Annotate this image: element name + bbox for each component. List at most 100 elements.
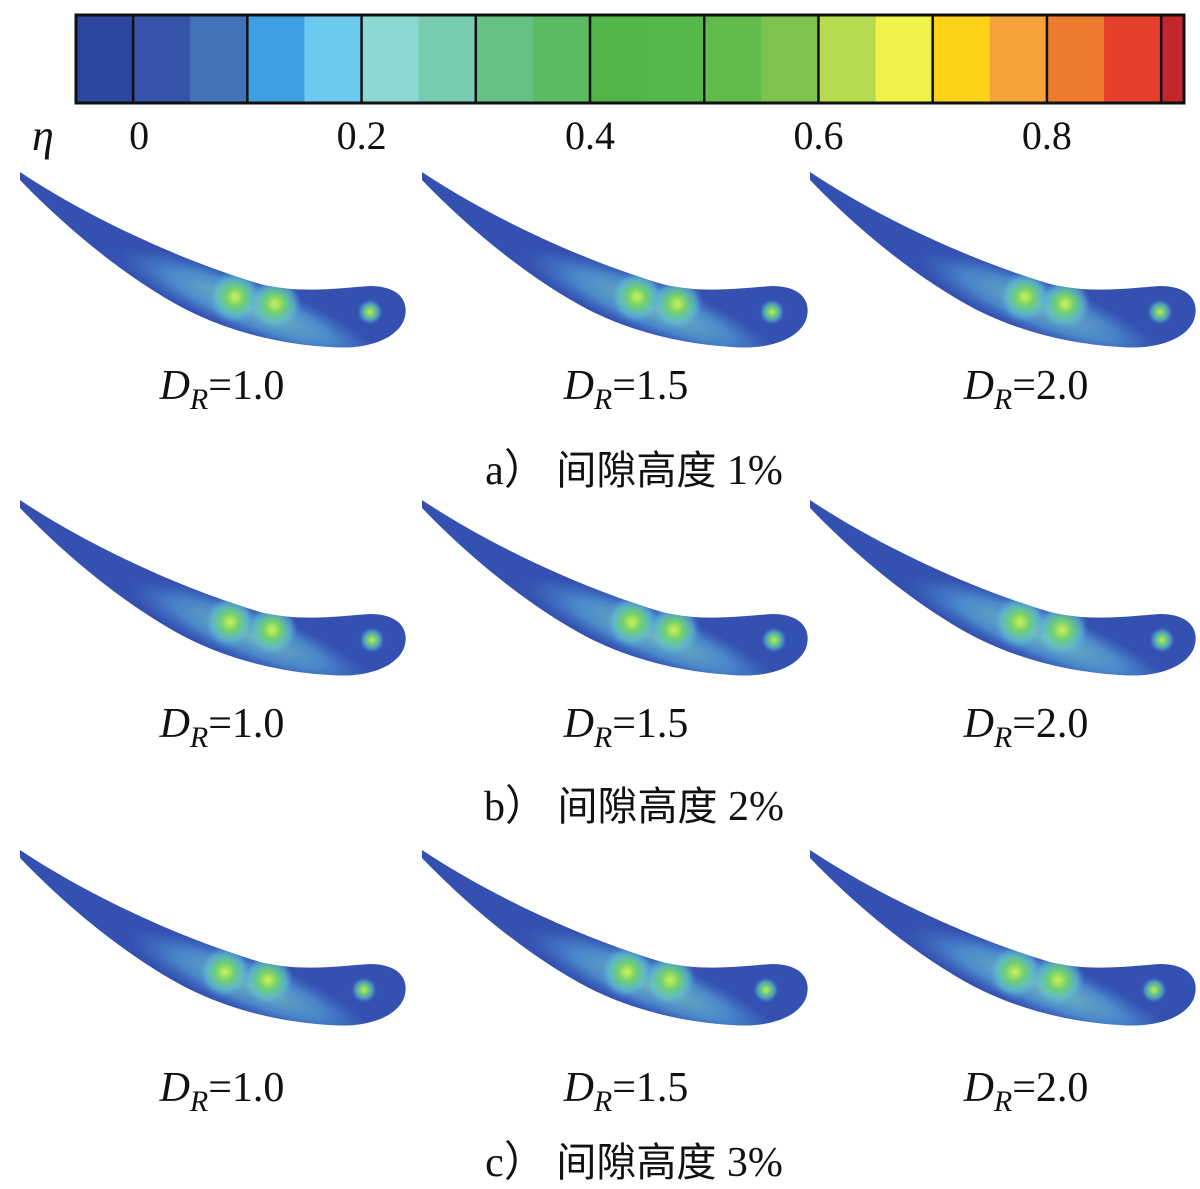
dr-value: =1.0 (208, 1065, 285, 1111)
film-hole-spot (358, 300, 382, 324)
film-hole-spot (754, 978, 778, 1002)
dr-label: DR=1.5 (564, 362, 689, 417)
film-hole-spot (208, 270, 262, 324)
blade-contour (20, 500, 406, 676)
dr-symbol: D (159, 1065, 190, 1111)
film-hole-spot (360, 628, 384, 652)
film-hole-spot (246, 604, 298, 656)
dr-symbol: D (159, 363, 190, 409)
film-hole-spot (248, 277, 302, 331)
dr-subscript: R (993, 721, 1013, 754)
film-hole-spot (1150, 628, 1174, 652)
colorbar-tick-label: 0.8 (1021, 113, 1072, 158)
film-hole-spot (199, 946, 251, 998)
dr-value: =1.5 (612, 1065, 689, 1111)
dr-value: =1.0 (208, 363, 285, 409)
colorbar-tick-label: 0 (129, 113, 150, 158)
caption-value: 2% (728, 784, 785, 830)
film-hole-spot (601, 946, 653, 998)
blade-contour (810, 172, 1196, 348)
caption-text: 间隙高度 (556, 1140, 717, 1186)
colorbar-band (704, 15, 762, 103)
dr-value: =2.0 (1012, 701, 1089, 747)
dr-symbol: D (159, 701, 190, 747)
film-hole-spot (644, 954, 696, 1006)
dr-subscript: R (593, 721, 613, 754)
film-hole-spot (760, 300, 784, 324)
colorbar-band (932, 15, 991, 103)
colorbar-tick-label: 0.4 (565, 113, 616, 158)
film-hole-spot (242, 954, 294, 1006)
colorbar-band (76, 15, 134, 103)
caption-text: 间隙高度 (556, 448, 717, 494)
dr-label: DR=2.0 (964, 700, 1089, 755)
colorbar-band (761, 15, 819, 103)
colorbar-tick-label: 0.2 (336, 113, 387, 158)
colorbar-band (361, 15, 420, 103)
colorbar (74, 13, 1186, 105)
film-hole-spot (606, 596, 658, 648)
blade-contour (20, 850, 406, 1026)
dr-value: =1.0 (208, 701, 285, 747)
film-hole-spot (1148, 300, 1172, 324)
dr-label: DR=1.5 (564, 1064, 689, 1119)
dr-subscript: R (189, 383, 209, 416)
blade-contour (422, 850, 808, 1026)
film-hole-spot (352, 978, 376, 1002)
colorbar-band (532, 15, 591, 103)
film-hole-spot (651, 278, 703, 330)
film-hole-spot (1142, 978, 1166, 1002)
colorbar-band (475, 15, 534, 103)
film-hole-spot (993, 595, 1047, 649)
film-hole-spot (648, 604, 700, 656)
caption-letter: a） (485, 448, 546, 494)
dr-symbol: D (963, 1065, 994, 1111)
dr-label: DR=1.0 (160, 362, 285, 417)
panel-caption: b） 间隙高度 2% (484, 772, 784, 833)
caption-value: 3% (726, 1140, 783, 1186)
film-hole-spot (204, 596, 256, 648)
blade-contour (810, 850, 1196, 1026)
colorbar-band (590, 15, 648, 103)
dr-value: =2.0 (1012, 1065, 1089, 1111)
colorbar-band (875, 15, 934, 103)
colorbar-tick-label: 0.6 (793, 113, 844, 158)
film-hole-spot (1039, 278, 1091, 330)
colorbar-band (304, 15, 363, 103)
caption-letter: b） (483, 784, 548, 830)
colorbar-band (1161, 15, 1185, 103)
dr-label: DR=1.0 (160, 700, 285, 755)
dr-subscript: R (993, 1085, 1013, 1118)
colorbar-band (818, 15, 877, 103)
colorbar-band (133, 15, 191, 103)
panel-caption: c） 间隙高度 3% (485, 1128, 783, 1189)
film-hole-spot (988, 945, 1042, 999)
dr-symbol: D (963, 701, 994, 747)
dr-label: DR=1.5 (564, 700, 689, 755)
dr-label: DR=1.0 (160, 1064, 285, 1119)
dr-subscript: R (593, 383, 613, 416)
film-hole-spot (611, 271, 663, 323)
dr-subscript: R (593, 1085, 613, 1118)
colorbar-band (1046, 15, 1105, 103)
caption-text: 间隙高度 (557, 784, 718, 830)
film-hole-spot (1031, 953, 1085, 1007)
dr-label: DR=2.0 (964, 362, 1089, 417)
dr-value: =1.5 (612, 363, 689, 409)
film-hole-spot (762, 628, 786, 652)
dr-subscript: R (189, 1085, 209, 1118)
dr-subscript: R (993, 383, 1013, 416)
blade-contour (422, 172, 808, 348)
colorbar-band (247, 15, 305, 103)
dr-subscript: R (189, 721, 209, 754)
caption-value: 1% (726, 448, 783, 494)
dr-symbol: D (963, 363, 994, 409)
caption-letter: c） (485, 1140, 546, 1186)
colorbar-symbol: η (32, 111, 54, 160)
blade-contour (810, 500, 1196, 676)
dr-value: =2.0 (1012, 363, 1089, 409)
film-hole-spot (1035, 603, 1089, 657)
colorbar-band (190, 15, 248, 103)
